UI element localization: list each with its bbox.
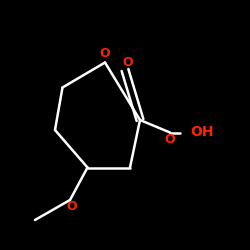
Text: OH: OH: [190, 126, 214, 140]
Text: O: O: [100, 47, 110, 60]
Text: O: O: [66, 200, 76, 213]
Text: O: O: [122, 56, 133, 68]
Text: O: O: [165, 133, 175, 146]
